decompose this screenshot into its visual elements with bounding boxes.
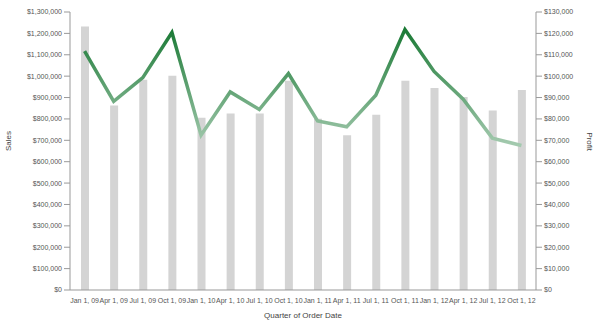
svg-text:$40,000: $40,000 <box>544 201 569 208</box>
svg-text:$30,000: $30,000 <box>544 222 569 229</box>
svg-text:Jul 1, 10: Jul 1, 10 <box>246 297 273 304</box>
svg-text:$1,200,000: $1,200,000 <box>27 30 62 37</box>
svg-text:$10,000: $10,000 <box>544 265 569 272</box>
svg-text:$90,000: $90,000 <box>544 94 569 101</box>
svg-text:Oct 1, 11: Oct 1, 11 <box>391 297 419 304</box>
svg-text:$130,000: $130,000 <box>544 8 573 15</box>
svg-text:$50,000: $50,000 <box>544 180 569 187</box>
svg-text:$600,000: $600,000 <box>33 158 62 165</box>
svg-text:$0: $0 <box>544 286 552 293</box>
svg-text:$1,100,000: $1,100,000 <box>27 51 62 58</box>
svg-text:Jan 1, 11: Jan 1, 11 <box>303 297 331 304</box>
svg-text:Jul 1, 12: Jul 1, 12 <box>479 297 506 304</box>
svg-text:Apr 1, 12: Apr 1, 12 <box>449 297 478 305</box>
svg-text:Jul 1, 09: Jul 1, 09 <box>130 297 157 304</box>
svg-text:Jan 1, 12: Jan 1, 12 <box>420 297 449 304</box>
svg-text:$20,000: $20,000 <box>544 244 569 251</box>
svg-text:Jul 1, 11: Jul 1, 11 <box>363 297 389 304</box>
svg-text:$1,000,000: $1,000,000 <box>27 73 62 80</box>
svg-text:$900,000: $900,000 <box>33 94 62 101</box>
svg-text:$80,000: $80,000 <box>544 115 569 122</box>
svg-text:$400,000: $400,000 <box>33 201 62 208</box>
svg-text:$120,000: $120,000 <box>544 30 573 37</box>
svg-text:$1,300,000: $1,300,000 <box>27 8 62 15</box>
svg-text:Quarter of Order Date: Quarter of Order Date <box>264 311 342 320</box>
svg-text:$700,000: $700,000 <box>33 137 62 144</box>
svg-text:Profit: Profit <box>585 132 592 151</box>
svg-text:Oct 1, 10: Oct 1, 10 <box>274 297 303 304</box>
svg-text:Sales: Sales <box>8 131 13 151</box>
svg-text:Oct 1, 12: Oct 1, 12 <box>507 297 536 304</box>
svg-text:$200,000: $200,000 <box>33 244 62 251</box>
svg-text:Jan 1, 09: Jan 1, 09 <box>70 297 99 304</box>
svg-text:Apr 1, 10: Apr 1, 10 <box>216 297 245 305</box>
svg-text:Apr 1, 09: Apr 1, 09 <box>99 297 128 305</box>
svg-text:Jan 1, 10: Jan 1, 10 <box>187 297 216 304</box>
svg-text:$110,000: $110,000 <box>544 51 573 58</box>
svg-text:Oct 1, 09: Oct 1, 09 <box>158 297 187 304</box>
svg-text:$60,000: $60,000 <box>544 158 569 165</box>
svg-text:Apr 1, 11: Apr 1, 11 <box>333 297 361 305</box>
svg-text:$100,000: $100,000 <box>544 73 573 80</box>
svg-text:$70,000: $70,000 <box>544 137 569 144</box>
svg-text:$300,000: $300,000 <box>33 222 62 229</box>
svg-text:$100,000: $100,000 <box>33 265 62 272</box>
svg-text:$800,000: $800,000 <box>33 115 62 122</box>
svg-text:$0: $0 <box>54 286 62 293</box>
svg-text:$500,000: $500,000 <box>33 180 62 187</box>
